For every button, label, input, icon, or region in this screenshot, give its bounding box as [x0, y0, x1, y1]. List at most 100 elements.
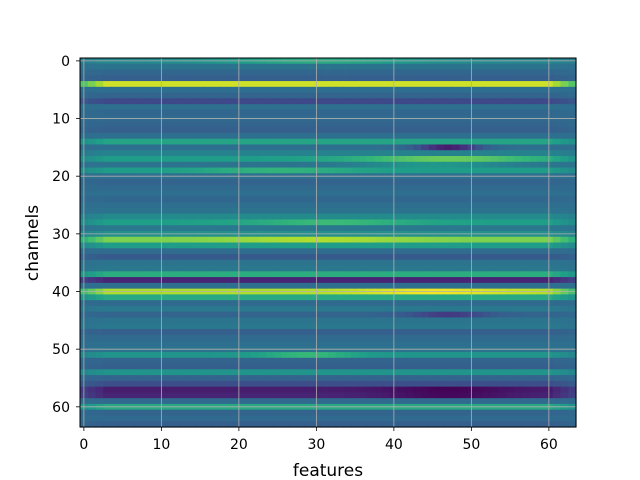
heatmap-cell [250, 352, 259, 359]
heatmap-cell [142, 300, 151, 307]
heatmap-cell [111, 311, 120, 319]
heatmap-cell [343, 138, 352, 146]
heatmap-cell [413, 415, 422, 422]
heatmap-cell [211, 144, 221, 151]
heatmap-cell [304, 323, 314, 330]
heatmap-cell [568, 81, 577, 88]
heatmap-cell [483, 357, 492, 365]
x-tick-label: 0 [79, 437, 88, 453]
heatmap-cell [444, 415, 453, 422]
heatmap-cell [87, 104, 97, 111]
heatmap-cell [405, 265, 414, 272]
heatmap-cell [149, 138, 159, 146]
heatmap-cell [211, 317, 221, 324]
heatmap-cell [134, 242, 143, 249]
heatmap-cell [374, 415, 383, 422]
heatmap-cell [374, 219, 383, 226]
heatmap-cell [405, 150, 414, 157]
heatmap-cell [211, 369, 221, 376]
heatmap-cell [180, 213, 190, 221]
heatmap-cell [382, 294, 391, 301]
heatmap-cell [204, 144, 213, 151]
heatmap-cell [359, 277, 368, 284]
heatmap-cell [266, 138, 275, 146]
heatmap-cell [204, 294, 213, 301]
heatmap-cell [180, 334, 190, 342]
heatmap-cell [227, 282, 236, 290]
heatmap-cell [351, 138, 360, 146]
heatmap-cell [165, 311, 174, 319]
heatmap-cell [173, 138, 182, 146]
heatmap-cell [421, 265, 430, 272]
heatmap-cell [343, 421, 352, 428]
heatmap-cell [258, 328, 267, 336]
heatmap-cell [266, 363, 275, 370]
heatmap-cell [304, 300, 314, 307]
heatmap-cell [142, 167, 151, 174]
heatmap-cell [118, 144, 128, 151]
heatmap-cell [258, 369, 267, 376]
heatmap-cell [343, 127, 352, 134]
heatmap-cell [560, 219, 569, 226]
heatmap-cell [126, 380, 135, 388]
heatmap-cell [173, 86, 182, 94]
heatmap-cell [436, 300, 445, 307]
heatmap-cell [428, 161, 438, 169]
heatmap-cell [320, 265, 329, 272]
heatmap-cell [397, 167, 407, 174]
heatmap-cell [359, 352, 368, 359]
heatmap-cell [273, 265, 283, 272]
heatmap-cell [366, 323, 376, 330]
heatmap-cell [335, 254, 345, 261]
heatmap-cell [436, 156, 445, 163]
heatmap-cell [180, 380, 190, 388]
heatmap-cell [111, 259, 120, 267]
heatmap-cell [428, 167, 438, 174]
heatmap-cell [428, 254, 438, 261]
heatmap-cell [196, 363, 205, 370]
heatmap-cell [452, 213, 461, 221]
heatmap-cell [343, 311, 352, 319]
heatmap-cell [366, 236, 376, 244]
heatmap-cell [413, 352, 422, 359]
heatmap-cell [87, 369, 97, 376]
heatmap-cell [413, 138, 422, 146]
heatmap-cell [405, 300, 414, 307]
heatmap-cell [149, 81, 159, 88]
heatmap-cell [328, 86, 337, 94]
heatmap-cell [273, 259, 283, 267]
heatmap-cell [126, 132, 135, 140]
heatmap-cell [266, 265, 275, 272]
heatmap-cell [428, 305, 438, 313]
heatmap-cell [188, 421, 197, 428]
heatmap-cell [537, 92, 546, 99]
heatmap-cell [134, 75, 143, 82]
heatmap-cell [521, 150, 531, 157]
heatmap-cell [134, 363, 143, 370]
heatmap-cell [374, 375, 383, 382]
heatmap-cell [359, 144, 368, 151]
heatmap-cell [173, 69, 182, 76]
heatmap-cell [413, 409, 422, 417]
heatmap-cell [397, 375, 407, 382]
heatmap-cell [351, 207, 360, 215]
heatmap-cell [95, 132, 104, 140]
heatmap-cell [428, 369, 438, 376]
heatmap-cell [250, 150, 259, 157]
heatmap-cell [459, 317, 469, 324]
heatmap-cell [560, 161, 569, 169]
heatmap-cell [366, 202, 376, 209]
heatmap-cell [514, 144, 523, 151]
heatmap-cell [180, 144, 190, 151]
heatmap-cell [304, 144, 314, 151]
heatmap-cell [196, 144, 205, 151]
heatmap-cell [537, 265, 546, 272]
heatmap-cell [87, 334, 97, 342]
heatmap-cell [87, 363, 97, 370]
heatmap-cell [397, 75, 407, 82]
heatmap-cell [343, 184, 352, 192]
heatmap-cell [514, 265, 523, 272]
heatmap-cell [297, 225, 306, 232]
heatmap-cell [142, 369, 151, 376]
heatmap-cell [87, 282, 97, 290]
